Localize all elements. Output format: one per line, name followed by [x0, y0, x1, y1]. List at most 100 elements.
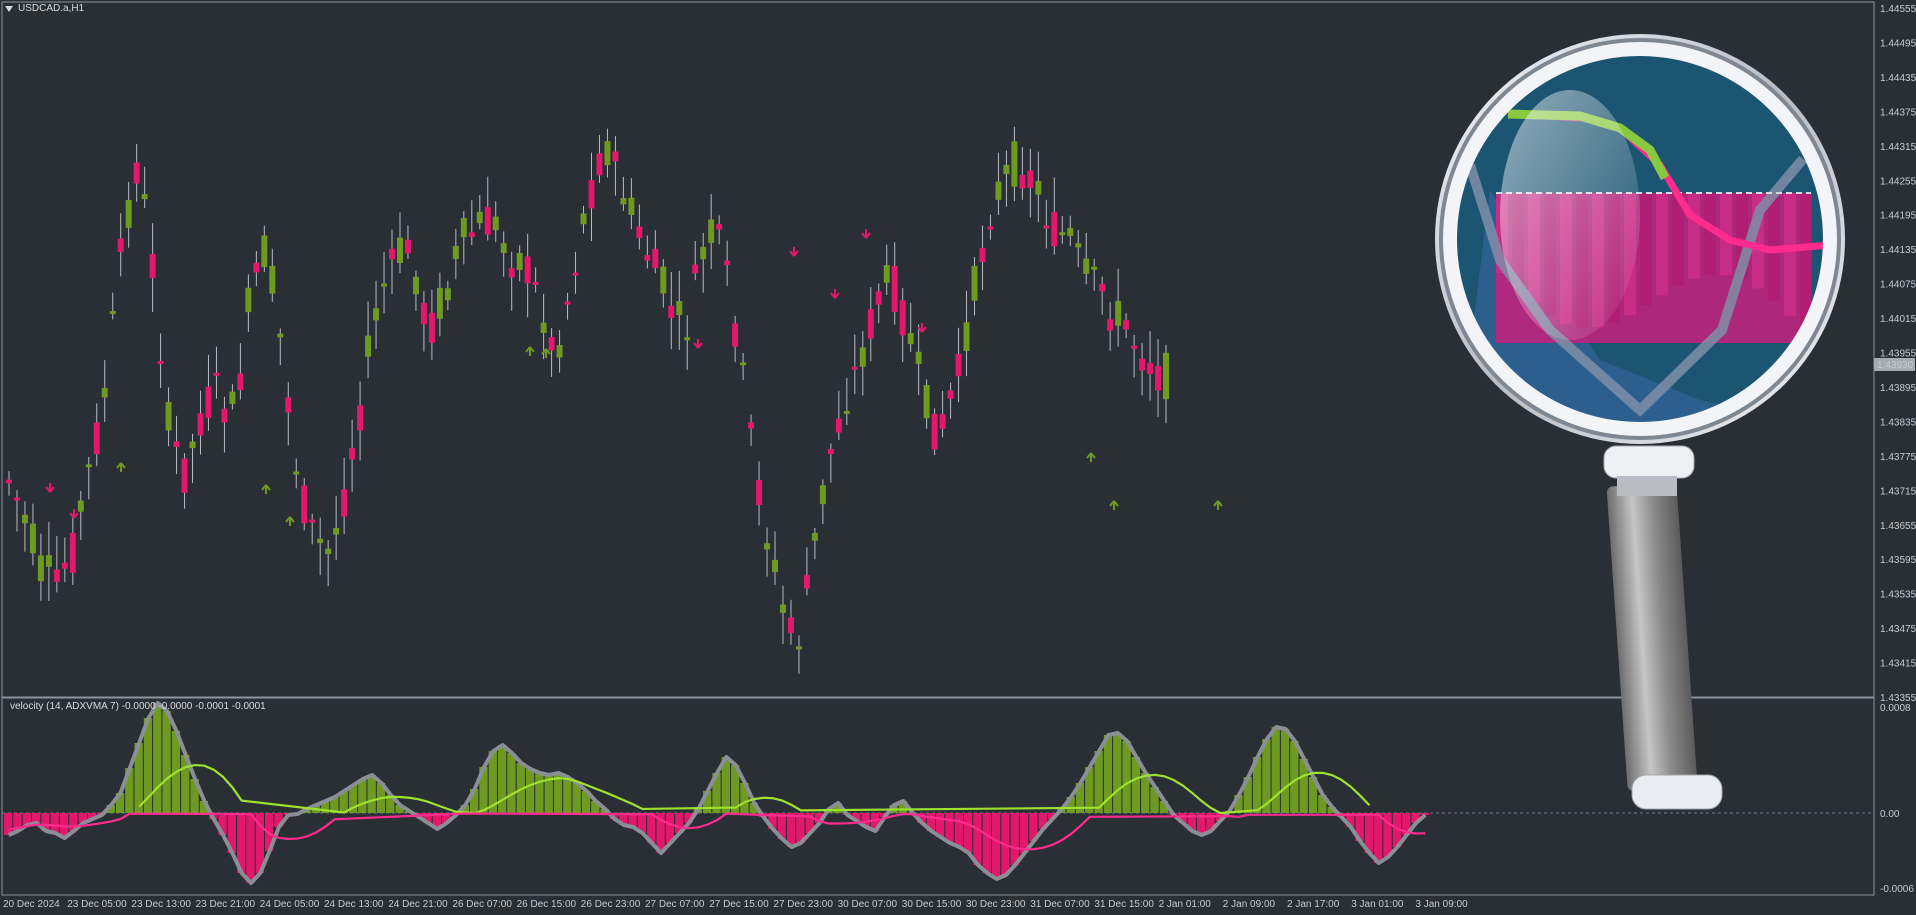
- histogram-bar: [1299, 759, 1308, 813]
- candle-body: [979, 248, 986, 263]
- histogram-bar: [1355, 813, 1364, 841]
- candle-body: [277, 333, 284, 338]
- candle-body: [181, 458, 188, 493]
- price-axis-label: 1.43475: [1880, 624, 1916, 635]
- candle-body: [245, 287, 252, 313]
- candle-body: [476, 211, 483, 224]
- indicator-axis-label: 0.00: [1880, 809, 1900, 820]
- triangle-down-icon[interactable]: [5, 6, 13, 12]
- down-arrow-icon: [45, 483, 55, 493]
- candle-body: [325, 548, 332, 555]
- candle-body: [716, 224, 723, 230]
- histogram-bar: [432, 813, 442, 829]
- histogram-bar: [69, 813, 78, 831]
- candle-body: [851, 366, 858, 370]
- histogram-bar: [1271, 727, 1280, 813]
- velocity-outline: [7, 701, 1427, 885]
- candle-body: [899, 300, 906, 336]
- histogram-bar: [684, 813, 693, 823]
- up-arrow-icon: [285, 516, 295, 526]
- main-plot-area: [1, 1, 1875, 698]
- candle-body: [628, 197, 635, 216]
- up-arrow-icon: [1109, 500, 1119, 510]
- histogram-bar: [917, 813, 926, 823]
- candle-body: [915, 351, 922, 364]
- histogram-bar: [954, 813, 963, 847]
- candle-body: [724, 260, 731, 265]
- candle-body: [261, 235, 268, 268]
- candle-body: [341, 489, 348, 517]
- price-axis-label: 1.43775: [1880, 452, 1916, 463]
- up-arrow-icon: [1213, 500, 1223, 510]
- time-axis-label: 26 Dec 23:00: [581, 899, 641, 910]
- histogram-bar: [460, 805, 470, 813]
- histogram-bar: [488, 751, 497, 813]
- histogram-bar: [516, 763, 525, 813]
- price-axis-label: 1.44495: [1880, 38, 1916, 49]
- candle-body: [1115, 300, 1122, 326]
- histogram-bar: [1346, 813, 1355, 827]
- histogram-bar: [572, 783, 581, 813]
- candle-body: [1067, 227, 1074, 237]
- candle-body: [620, 198, 627, 205]
- histogram-bar: [1094, 751, 1103, 813]
- time-axis-label: 2 Jan 01:00: [1159, 899, 1212, 910]
- candle-body: [29, 523, 36, 554]
- histogram-bar: [348, 785, 358, 813]
- candle-body: [269, 265, 276, 294]
- signal-line-lime: [138, 763, 1371, 815]
- candle-body: [1163, 352, 1169, 400]
- histogram-bar: [1280, 729, 1290, 813]
- candle-body: [843, 410, 850, 414]
- price-axis-label: 1.43415: [1880, 659, 1916, 670]
- histogram-bar: [1178, 813, 1187, 823]
- candle-body: [412, 276, 419, 295]
- candle-body: [333, 528, 340, 535]
- histogram-bar: [4, 813, 13, 835]
- histogram-bar: [647, 813, 656, 843]
- zoomed-histogram-bar: [1704, 193, 1716, 275]
- histogram-bar: [1019, 813, 1029, 853]
- down-arrow-icon: [861, 229, 871, 239]
- time-axis-label: 20 Dec 2024: [3, 899, 60, 910]
- time-axis-label: 27 Dec 15:00: [709, 899, 769, 910]
- histogram-bar: [1038, 813, 1047, 829]
- histogram-bar: [628, 813, 637, 827]
- price-axis-label: 1.43355: [1880, 693, 1916, 704]
- up-arrow-icon: [1086, 452, 1096, 462]
- histogram-bar: [1206, 813, 1215, 831]
- candle-body: [1019, 175, 1026, 189]
- histogram-bar: [786, 813, 796, 847]
- histogram-bar: [805, 813, 814, 833]
- histogram-bar: [870, 813, 880, 831]
- histogram-bar: [926, 813, 936, 831]
- histogram-bar: [1383, 813, 1392, 857]
- candle-body: [756, 480, 763, 506]
- zoomed-histogram-bar: [1672, 193, 1684, 286]
- histogram-bar: [41, 813, 50, 831]
- histogram-bar: [656, 813, 665, 853]
- candle-body: [859, 347, 866, 367]
- zoomed-histogram-bar: [1640, 193, 1652, 306]
- histogram-bar: [1290, 741, 1299, 813]
- candle-body: [101, 387, 108, 398]
- histogram-bar: [423, 813, 432, 823]
- candle-body: [53, 569, 60, 582]
- histogram-bar: [1234, 795, 1243, 813]
- candle-body: [1059, 232, 1066, 236]
- price-axis-label: 1.44375: [1880, 107, 1916, 118]
- candle-body: [229, 391, 236, 404]
- candle-body: [13, 497, 20, 501]
- candle-body: [309, 519, 316, 523]
- histogram-bar: [675, 813, 684, 833]
- price-axis-label: 1.43895: [1880, 383, 1916, 394]
- time-axis-label: 24 Dec 21:00: [388, 899, 448, 910]
- candle-body: [157, 360, 164, 364]
- histogram-bar: [1066, 797, 1075, 813]
- candle-body: [692, 264, 699, 274]
- candle-body: [811, 532, 818, 541]
- candle-body: [349, 448, 356, 460]
- candle-body: [125, 200, 132, 228]
- price-axis-label: 1.44075: [1880, 280, 1916, 291]
